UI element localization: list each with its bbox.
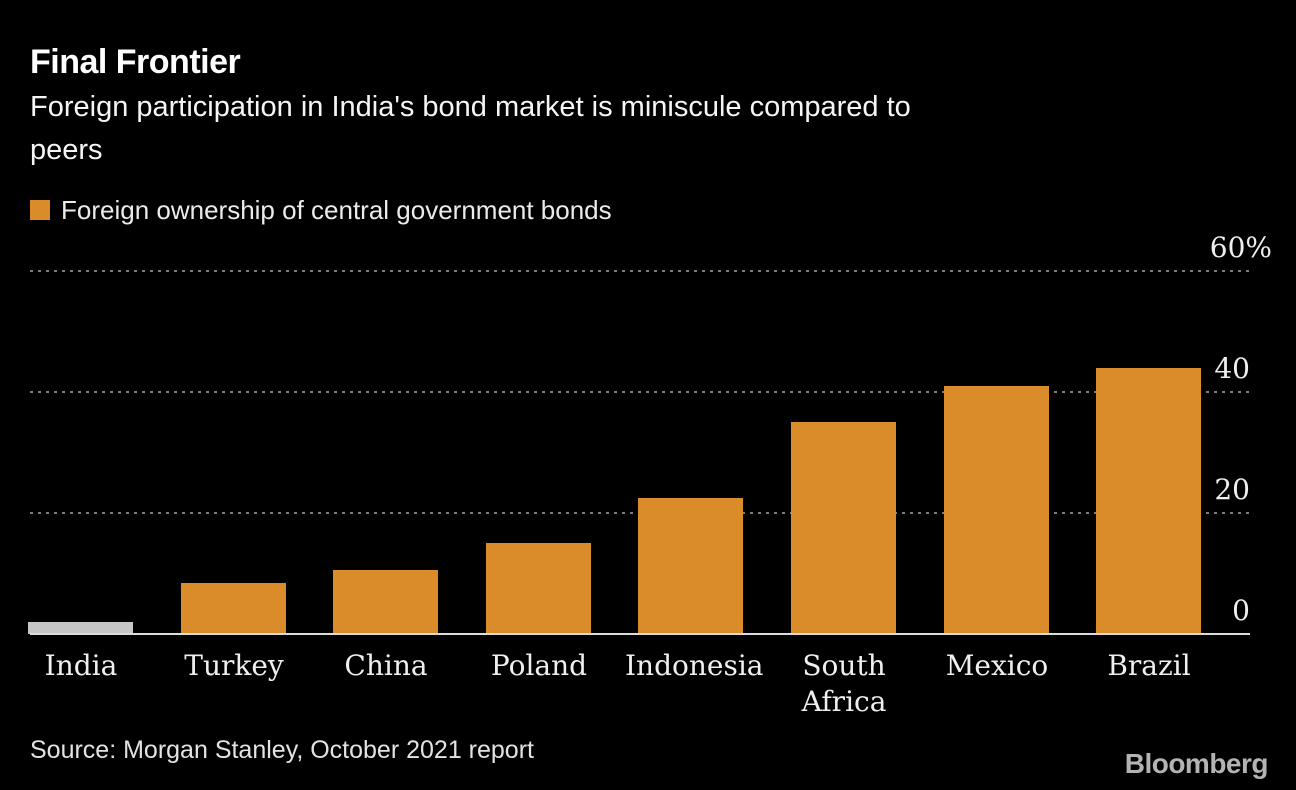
gridline-60 (30, 270, 1250, 272)
source-text: Source: Morgan Stanley, October 2021 rep… (30, 736, 534, 764)
bar-south-africa (791, 422, 896, 634)
y-axis-label-60: 60% (1209, 231, 1272, 264)
x-axis-label-china: China (344, 649, 428, 682)
y-axis-label-20: 20 (1214, 473, 1250, 506)
x-axis-label-poland: Poland (490, 649, 588, 682)
y-axis-label-40: 40 (1214, 352, 1250, 385)
x-axis-label-brazil: Brazil (1107, 649, 1191, 682)
y-axis-label-0: 0 (1232, 594, 1250, 627)
x-axis-label-south-africa: South Africa (801, 649, 887, 718)
bar-china (333, 570, 438, 634)
bar-india (28, 622, 133, 634)
chart-title: Final Frontier (30, 43, 241, 81)
gridline-40 (30, 391, 1250, 393)
x-axis-label-turkey: Turkey (184, 649, 284, 682)
x-axis-baseline (30, 633, 1250, 635)
x-axis-label-india: India (44, 649, 118, 682)
legend-label: Foreign ownership of central government … (61, 195, 612, 225)
x-axis-label-mexico: Mexico (945, 649, 1049, 682)
legend-swatch-icon (30, 200, 50, 220)
bar-turkey (181, 583, 286, 634)
x-axis-label-indonesia: Indonesia (625, 649, 764, 682)
legend: Foreign ownership of central government … (30, 197, 612, 223)
bar-mexico (944, 386, 1049, 634)
bar-poland (486, 543, 591, 634)
bar-indonesia (638, 498, 743, 634)
bar-brazil (1096, 368, 1201, 634)
bloomberg-logo: Bloomberg (1124, 748, 1269, 779)
chart-subtitle: Foreign participation in India's bond ma… (30, 91, 911, 166)
